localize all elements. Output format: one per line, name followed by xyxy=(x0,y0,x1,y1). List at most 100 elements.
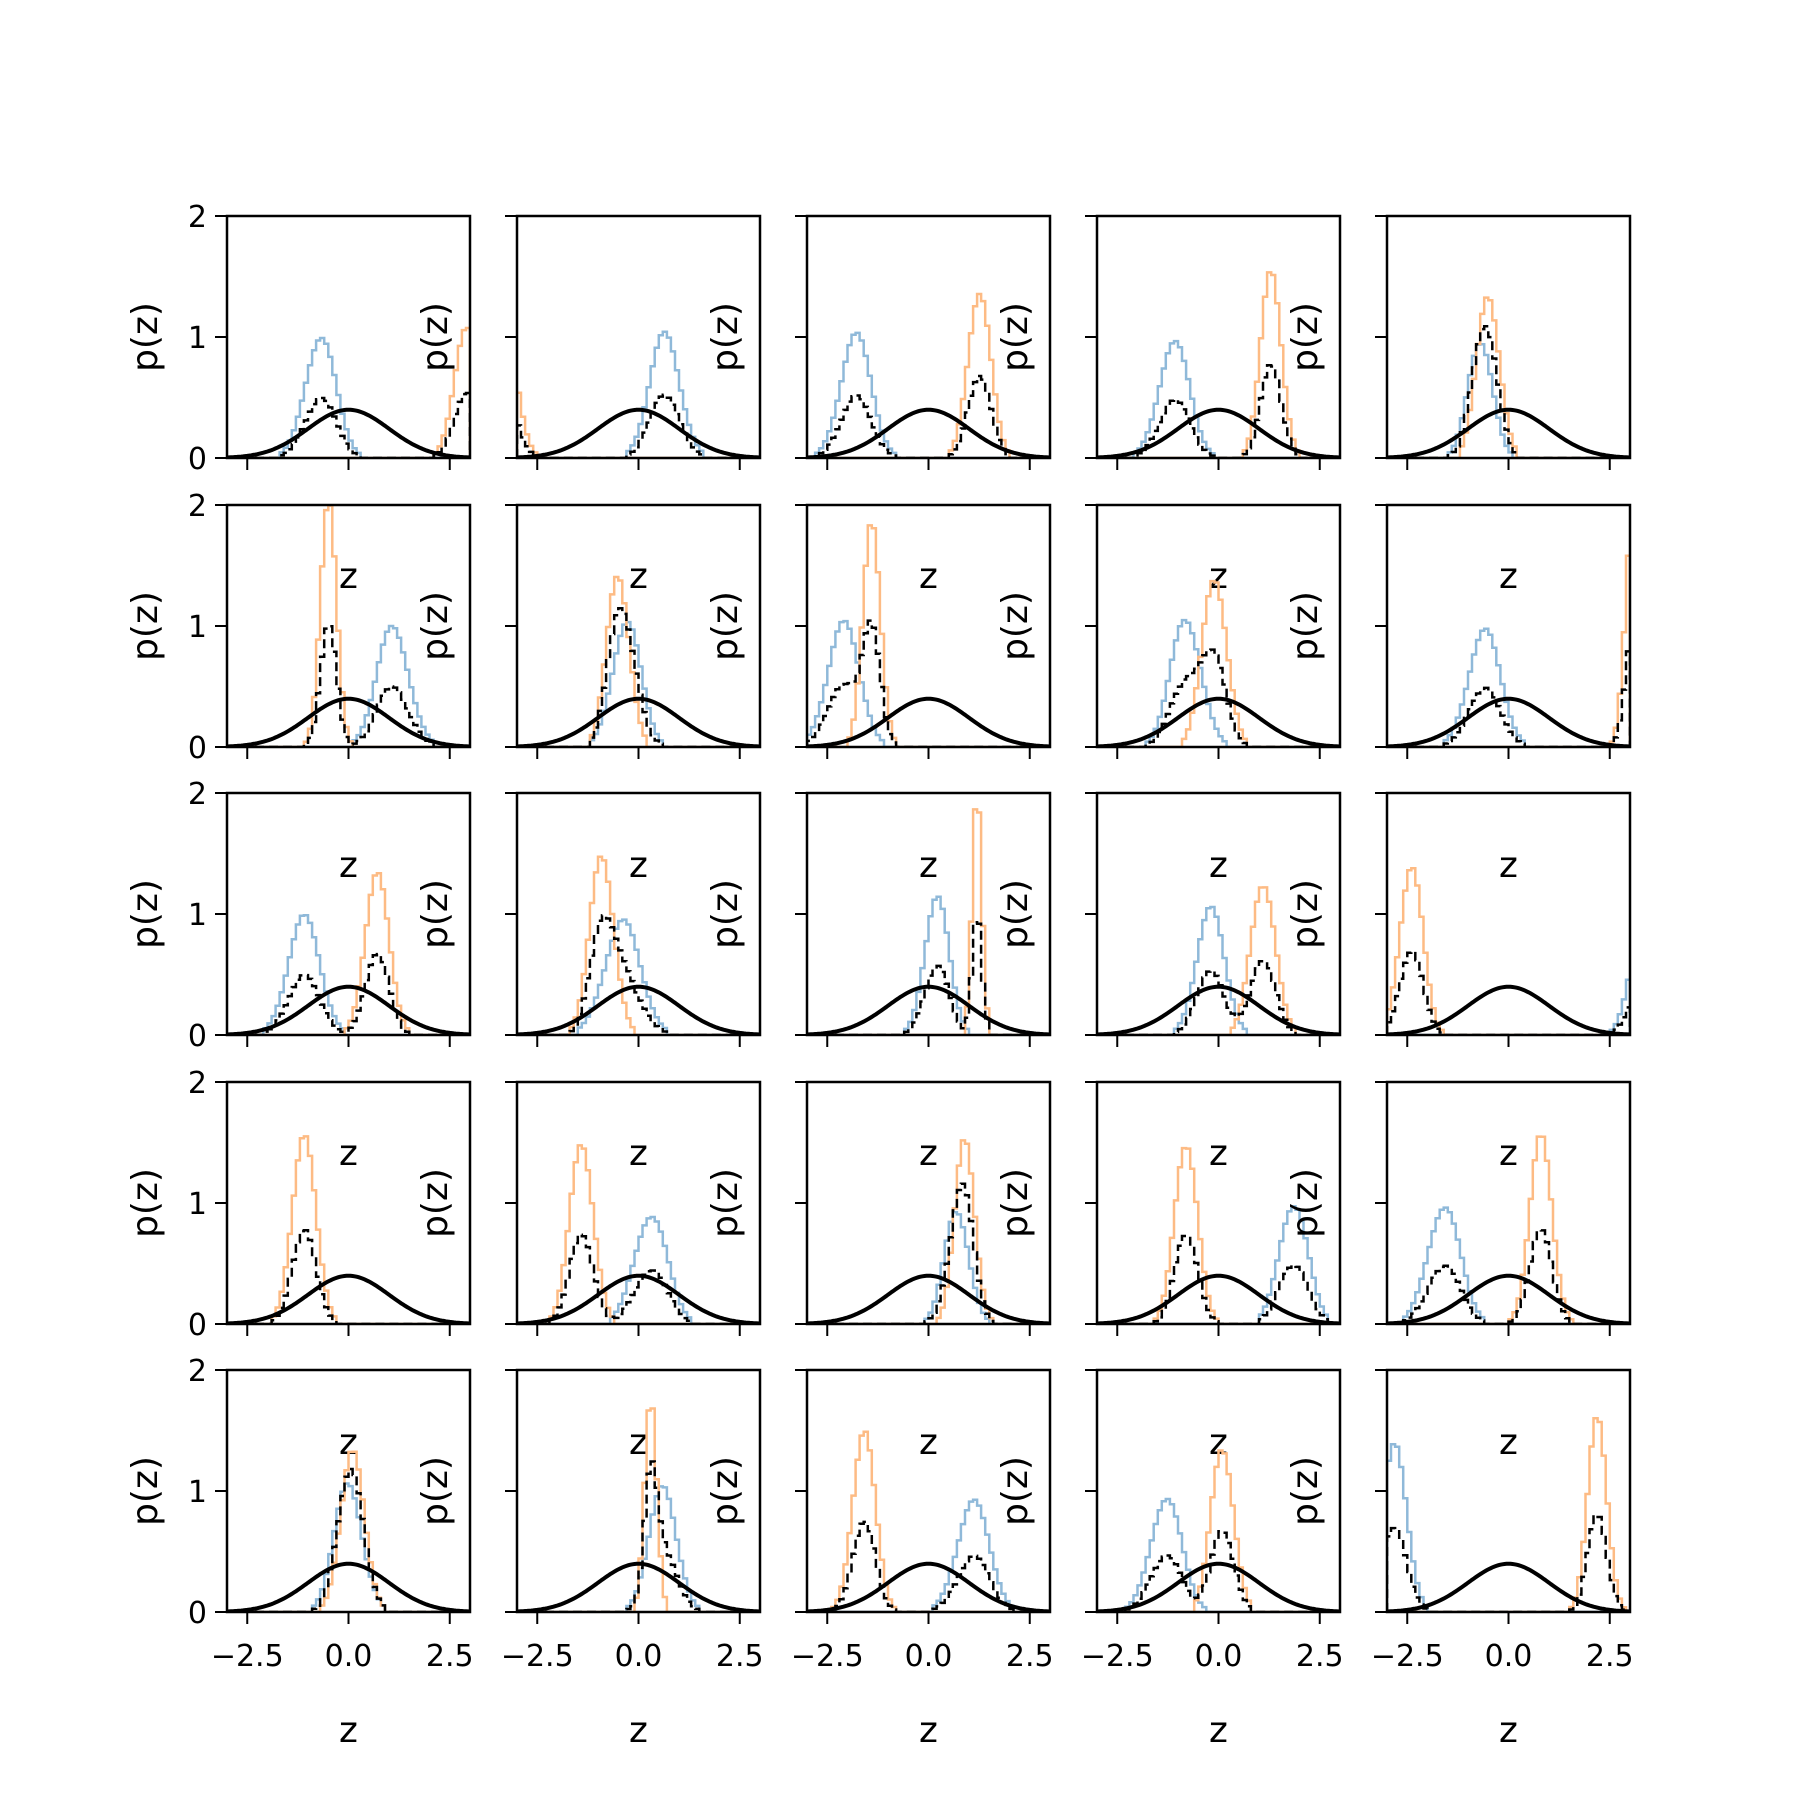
x-axis-label: z xyxy=(339,845,358,886)
panel-r4-c1: −2.5 0.0 2.5 z p(z) xyxy=(415,1368,764,1751)
panel-r1-c4: z p(z) xyxy=(1285,503,1632,886)
y-tick-label: 0 xyxy=(188,731,207,766)
blue-histogram-series xyxy=(1387,1206,1630,1324)
orange-histogram-series xyxy=(227,505,470,747)
plot-area xyxy=(1097,1449,1340,1612)
orange-histogram-series xyxy=(1097,1449,1340,1612)
x-axis-label: z xyxy=(1209,556,1228,597)
prior-curve xyxy=(227,407,470,458)
plot-area xyxy=(1387,1416,1630,1612)
y-tick-label: 1 xyxy=(188,1475,207,1510)
x-axis-label: z xyxy=(629,1133,648,1174)
blue-histogram-series xyxy=(1387,1443,1630,1612)
plot-area xyxy=(227,1450,470,1612)
prior-curve xyxy=(1097,407,1340,458)
x-tick-label: −2.5 xyxy=(1081,1639,1154,1674)
prior-curve xyxy=(1097,984,1340,1035)
mixture-histogram-series xyxy=(807,1520,1050,1612)
x-tick-label: −2.5 xyxy=(791,1639,864,1674)
mixture-histogram-series xyxy=(1387,650,1630,747)
prior-curve xyxy=(517,696,760,747)
y-axis-label: p(z) xyxy=(125,1168,166,1238)
mixture-histogram-series xyxy=(807,619,1050,747)
y-axis-label: p(z) xyxy=(705,879,746,949)
blue-histogram-series xyxy=(1387,627,1630,747)
panel-r4-c4: −2.5 0.0 2.5 z p(z) xyxy=(1285,1368,1634,1751)
y-tick-label: 1 xyxy=(188,898,207,933)
mixture-histogram-series xyxy=(517,914,760,1035)
orange-histogram-series xyxy=(1387,1416,1630,1612)
plot-area xyxy=(227,1135,470,1324)
x-axis-label: z xyxy=(1499,1710,1518,1751)
plot-area xyxy=(807,524,1050,747)
orange-histogram-series xyxy=(227,1450,470,1612)
axes-frame xyxy=(1385,1080,1632,1326)
plot-area xyxy=(1097,579,1340,747)
y-tick-label: 2 xyxy=(188,1066,207,1101)
y-axis-label: p(z) xyxy=(415,302,456,372)
prior-curve xyxy=(1097,1561,1340,1612)
orange-histogram-series xyxy=(807,524,1050,747)
prior-curve xyxy=(227,984,470,1035)
orange-histogram-series xyxy=(1387,1135,1630,1324)
mixture-histogram-series xyxy=(1387,1513,1630,1612)
x-tick-label: 2.5 xyxy=(1296,1639,1344,1674)
mixture-histogram-series xyxy=(807,920,1050,1035)
plot-area xyxy=(517,330,760,458)
x-tick-label: 0.0 xyxy=(905,1639,953,1674)
blue-histogram-series xyxy=(517,620,760,747)
prior-curve xyxy=(807,696,1050,747)
blue-histogram-series xyxy=(1097,618,1340,747)
y-axis-label: p(z) xyxy=(995,302,1036,372)
mixture-histogram-series xyxy=(1387,950,1630,1035)
prior-curve xyxy=(1387,984,1630,1035)
x-axis-label: z xyxy=(1209,1710,1228,1751)
orange-histogram-series xyxy=(1387,296,1630,458)
panel-r2-c1: z p(z) xyxy=(415,791,762,1174)
plot-area xyxy=(1387,867,1630,1035)
plot-area xyxy=(517,1144,760,1324)
panel-r2-c3: z p(z) xyxy=(995,791,1342,1174)
y-tick-label: 1 xyxy=(188,321,207,356)
x-axis-label: z xyxy=(629,1710,648,1751)
y-tick-label: 0 xyxy=(188,442,207,477)
orange-histogram-series xyxy=(807,1139,1050,1324)
panel-r0-c4: z p(z) xyxy=(1285,214,1632,597)
plot-area xyxy=(1097,1146,1340,1324)
x-tick-label: 0.0 xyxy=(615,1639,663,1674)
orange-histogram-series xyxy=(1097,579,1340,747)
x-tick-label: −2.5 xyxy=(501,1639,574,1674)
y-tick-label: 0 xyxy=(188,1019,207,1054)
mixture-histogram-series xyxy=(1387,325,1630,458)
prior-curve xyxy=(517,1561,760,1612)
x-tick-label: −2.5 xyxy=(211,1639,284,1674)
x-tick-label: 0.0 xyxy=(325,1639,373,1674)
x-axis-label: z xyxy=(1499,556,1518,597)
blue-histogram-series xyxy=(517,1215,760,1324)
blue-histogram-series xyxy=(1097,1205,1340,1324)
y-axis-label: p(z) xyxy=(415,591,456,661)
mixture-histogram-series xyxy=(227,1228,470,1324)
y-axis-label: p(z) xyxy=(1285,1168,1326,1238)
panel-r2-c4: z p(z) xyxy=(1285,791,1632,1174)
prior-curve xyxy=(807,1273,1050,1324)
blue-histogram-series xyxy=(227,336,470,458)
panel-r0-c1: z p(z) xyxy=(415,214,762,597)
x-axis-label: z xyxy=(629,1422,648,1463)
plot-area xyxy=(807,808,1050,1035)
y-axis-label: p(z) xyxy=(995,591,1036,661)
panel-r0-c3: z p(z) xyxy=(995,214,1342,597)
mixture-histogram-series xyxy=(1097,648,1340,747)
prior-curve xyxy=(517,407,760,458)
plot-area xyxy=(1387,1135,1630,1324)
plot-area xyxy=(1097,271,1340,458)
prior-curve xyxy=(1097,1273,1340,1324)
prior-curve xyxy=(1387,696,1630,747)
prior-curve xyxy=(517,984,760,1035)
orange-histogram-series xyxy=(227,326,470,458)
x-tick-label: −2.5 xyxy=(1371,1639,1444,1674)
x-axis-label: z xyxy=(629,556,648,597)
panel-r1-c0: 0 1 2 z p(z) xyxy=(125,489,472,886)
mixture-histogram-series xyxy=(227,952,470,1035)
